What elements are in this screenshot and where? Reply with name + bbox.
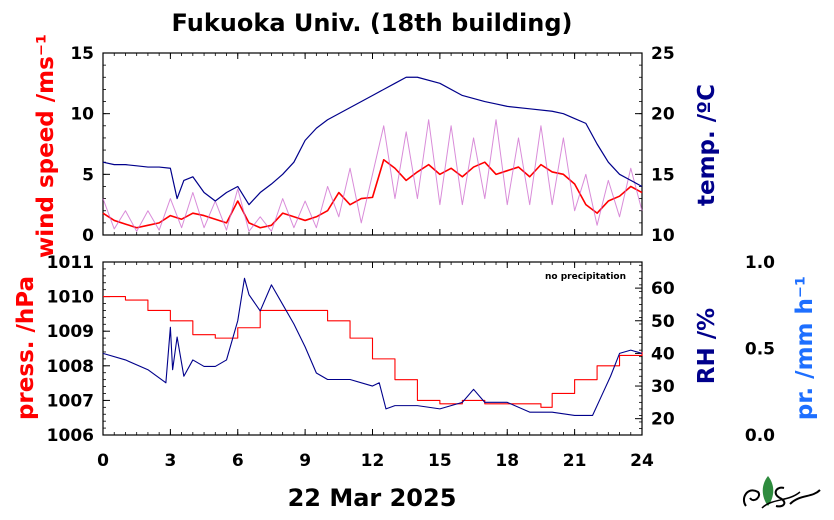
precip-note: no precipitation	[545, 272, 626, 282]
x-tick-label: 21	[563, 451, 587, 471]
humidity-line	[102, 277, 643, 416]
press-axis-label: press. /hPa	[13, 276, 39, 420]
x-tick-label: 18	[495, 451, 519, 471]
left-tick-label: 0	[82, 226, 94, 246]
press-rh-panel: 0 3 6 9 12 15 18 21 24 1006 1007 1008 1009 1010 1011 20…	[47, 253, 675, 471]
precip-tick-label: 0.0	[745, 426, 775, 446]
right-tick-label: 20	[651, 410, 675, 430]
right-tick-label: 60	[651, 279, 675, 299]
right-tick-label: 40	[651, 344, 675, 364]
left-tick-label: 1006	[47, 426, 94, 446]
right-tick-label: 15	[651, 165, 675, 185]
right-tick-label: 50	[651, 312, 675, 332]
left-tick-label: 15	[70, 44, 94, 64]
temp-axis-label: temp. /ºC	[694, 84, 720, 206]
left-tick-label: 1008	[47, 357, 94, 377]
wind-axis-label: wind speed /ms⁻¹	[33, 34, 59, 258]
wind-temp-panel: 0 5 10 15 10 15 20 25	[70, 44, 675, 246]
x-tick-label: 15	[428, 451, 452, 471]
left-tick-label: 5	[82, 165, 94, 185]
right-tick-label: 25	[651, 44, 675, 64]
right-tick-label: 20	[651, 105, 675, 125]
x-tick-label: 6	[232, 451, 244, 471]
pressure-line	[103, 296, 643, 408]
precip-axis-label: pr. /mm h⁻¹	[792, 276, 818, 420]
left-tick-label: 1011	[47, 253, 94, 273]
x-tick-label: 0	[97, 451, 109, 471]
x-tick-label: 12	[361, 451, 385, 471]
wind-raw-line	[102, 119, 643, 232]
x-tick-label: 3	[164, 451, 176, 471]
left-tick-label: 10	[70, 105, 94, 125]
precip-tick-label: 0.5	[745, 340, 775, 360]
date-label: 22 Mar 2025	[288, 484, 457, 512]
x-tick-label: 24	[630, 451, 654, 471]
institution-logo-icon	[742, 476, 821, 509]
temperature-line	[102, 76, 643, 206]
x-tick-label: 9	[299, 451, 311, 471]
chart-title: Fukuoka Univ. (18th building)	[172, 9, 573, 37]
right-tick-label: 10	[651, 226, 675, 246]
left-tick-label: 1007	[47, 391, 94, 411]
plot-frame	[102, 52, 643, 236]
right-tick-label: 30	[651, 377, 675, 397]
left-tick-label: 1009	[47, 322, 94, 342]
left-tick-label: 1010	[47, 288, 94, 308]
precip-tick-label: 1.0	[745, 253, 775, 273]
wind-smoothed-line	[102, 158, 643, 229]
rh-axis-label: RH /%	[694, 308, 720, 384]
